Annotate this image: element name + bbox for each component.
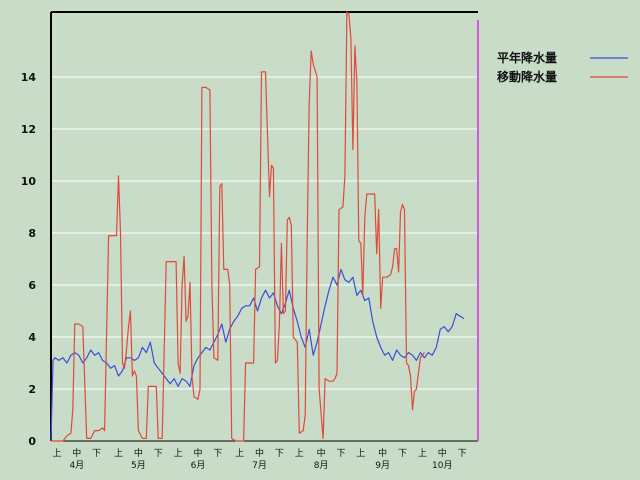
x-month-label: 6月: [191, 460, 206, 471]
x-tick-label: 中: [255, 447, 264, 459]
y-tick-label: 0: [28, 435, 36, 448]
legend-label: 平年降水量: [497, 50, 557, 65]
x-tick-label: 中: [193, 447, 202, 459]
x-tick-label: 上: [235, 448, 244, 459]
x-month-label: 7月: [252, 460, 267, 471]
x-month-label: 9月: [375, 460, 390, 471]
x-tick-label: 中: [378, 447, 387, 459]
x-tick-label: 下: [458, 449, 467, 459]
y-tick-label: 8: [28, 227, 36, 240]
normal-precipitation-line: [50, 268, 465, 442]
x-tick-label: 上: [52, 448, 61, 459]
x-month-label: 8月: [314, 460, 329, 471]
y-tick-label: 2: [28, 383, 36, 396]
x-tick-label: 下: [213, 449, 222, 459]
x-tick-label: 上: [418, 448, 427, 459]
x-tick-label: 上: [295, 448, 304, 459]
x-tick-label: 中: [72, 447, 81, 459]
x-tick-label: 下: [275, 449, 284, 459]
x-tick-label: 下: [398, 449, 407, 459]
x-month-label: 5月: [131, 460, 146, 471]
x-tick-label: 下: [92, 449, 101, 459]
y-tick-label: 6: [28, 279, 36, 292]
x-tick-label: 上: [356, 448, 365, 459]
x-tick-label: 上: [114, 448, 123, 459]
x-month-label: 4月: [69, 460, 84, 471]
legend-label: 移動降水量: [497, 69, 557, 84]
y-tick-label: 12: [21, 123, 36, 136]
x-tick-label: 中: [317, 447, 326, 459]
y-tick-label: 4: [28, 331, 36, 344]
moving-precipitation-line: [51, 11, 425, 442]
x-tick-label: 中: [134, 447, 143, 459]
x-month-label: 10月: [432, 460, 452, 471]
x-tick-label: 上: [174, 448, 183, 459]
x-tick-label: 下: [336, 449, 345, 459]
y-tick-label: 10: [21, 175, 37, 188]
y-tick-label: 14: [21, 71, 37, 84]
x-tick-label: 中: [438, 447, 447, 459]
x-tick-label: 下: [154, 449, 163, 459]
